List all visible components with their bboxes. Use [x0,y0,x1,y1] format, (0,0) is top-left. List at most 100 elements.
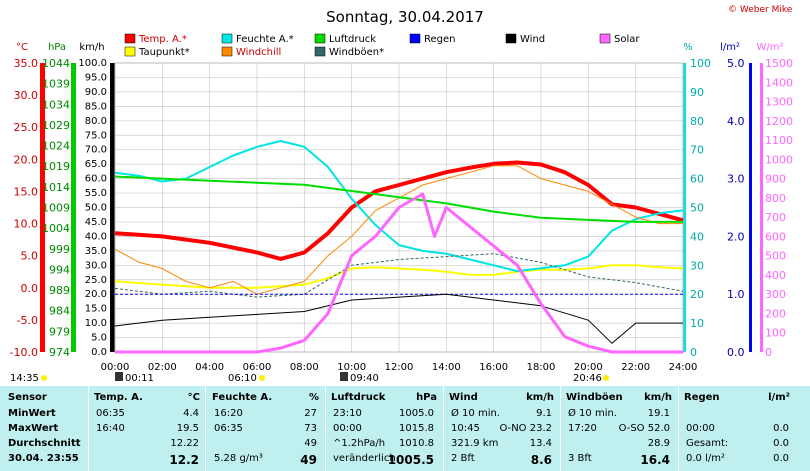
kmh-tick: 45.0 [85,217,107,228]
wind-time: 10:45 [451,423,480,434]
hdr-sensor: Sensor [8,392,47,403]
unit-rain: l/m² [720,42,740,53]
wind-max: O-NO 23.2 [499,423,552,434]
hdr-luftdruck: Luftdruck [331,392,386,403]
feuchte-time: 06:35 [214,423,243,434]
temp-tick: 30.0 [14,89,39,102]
row-label: Durchschnitt [8,438,81,449]
table-divider [443,386,444,471]
rain-tick: 0.0 [727,346,745,359]
pct-tick: 60 [690,173,704,186]
solar-tick: 1300 [765,96,793,109]
hdr-temp: Temp. A. [94,392,143,403]
hdr-temp-unit: °C [187,392,200,403]
time-sunrise: 00:11 [125,373,154,384]
pct-axis-bar [683,63,686,352]
hpa-tick: 1024 [42,140,70,153]
hpa-tick: 1039 [42,78,70,91]
x-tick: 18:00 [527,362,556,373]
temp-tick: 20.0 [14,153,39,166]
sunrise-marker [259,375,265,381]
kmh-tick: 90.0 [85,87,107,98]
pct-tick: 50 [690,202,704,215]
feuchte-time: 16:20 [214,408,243,419]
pct-tick: 20 [690,288,704,301]
x-tick: 10:00 [337,362,366,373]
hpa-tick: 1034 [42,98,70,111]
hdr-luftdruck-unit: hPa [416,392,437,403]
table-divider [205,386,206,471]
kmh-tick: 10.0 [85,318,107,329]
row-label: MaxWert [8,423,59,434]
regen-value: 0.0 [773,453,789,464]
boen-max: O-SO 52.0 [618,423,670,434]
solar-tick: 500 [765,250,786,263]
kmh-tick: 65.0 [85,159,107,170]
regen-time: 0.0 l/m² [686,453,725,464]
hpa-tick: 1004 [42,222,70,235]
regen-time: Gesamt: [686,438,729,449]
luft-time: veränderlich [333,453,396,464]
series-line [114,140,684,273]
solar-tick: 1400 [765,76,793,89]
rain-tick: 5.0 [727,57,745,70]
boen-value: 16.4 [640,453,670,467]
table-divider [560,386,561,471]
kmh-tick: 50.0 [85,203,107,214]
legend-swatch [221,46,233,57]
legend-label: Regen [424,34,456,45]
temp-axis-bar [40,63,45,352]
hdr-wind: Wind [449,392,478,403]
kmh-tick: 15.0 [85,304,107,315]
hpa-tick: 984 [49,305,70,318]
temp-time: 06:35 [96,408,125,419]
x-tick: 14:00 [432,362,461,373]
hpa-tick: 974 [49,346,70,359]
hpa-tick: 989 [49,284,70,297]
sunset-marker [603,375,609,381]
time-sunset: 20:46 [573,373,602,384]
series-line [115,192,683,354]
stats-table: Sensor Temp. A. °C Feuchte A.% Luftdruck hPa W… [0,386,810,471]
legend-swatch [409,33,421,44]
legend-label: Windchill [236,47,281,58]
feuchte-time: 5.28 g/m³ [214,453,263,464]
regen-value: 0.0 [773,423,789,434]
legend-swatch [124,33,136,44]
regen-time: 00:00 [686,423,715,434]
unit-hpa: hPa [48,42,66,53]
luft-value: 1005.5 [387,453,434,467]
feuchte-value: 27 [304,408,317,419]
kmh-tick: 20.0 [85,289,107,300]
hdr-wind-unit: km/h [526,392,554,403]
wind-time: 2 Bft [451,453,475,464]
sun-marker [41,375,47,381]
rain-tick: 3.0 [727,173,745,186]
kmh-tick: 100.0 [78,58,107,69]
copyright: © Weber Mike [728,5,793,15]
solar-tick: 1500 [765,57,793,70]
temp-tick: 10.0 [14,218,39,231]
unit-temp: °C [16,42,28,53]
hdr-regen: Regen [684,392,720,403]
legend-swatch [505,33,517,44]
kmh-tick: 35.0 [85,246,107,257]
kmh-tick: 55.0 [85,188,107,199]
rain-tick: 2.0 [727,230,745,243]
luft-value: 1005.0 [399,408,434,419]
legend-label: Wind [520,34,545,45]
kmh-tick: 30.0 [85,260,107,271]
kmh-tick: 0.0 [91,347,107,358]
temp-tick: -10.0 [10,346,38,359]
wind-time: 321.9 km [451,438,499,449]
kmh-axis-bar [110,63,115,352]
solar-tick: 1100 [765,134,793,147]
regen-value: 0.0 [773,438,789,449]
time-sunrise2: 06:10 [228,373,257,384]
x-tick: 22:00 [621,362,650,373]
pct-tick: 70 [690,144,704,157]
rain-tick: 4.0 [727,115,745,128]
time-left: 14:35 [10,373,39,384]
moon-icon [115,372,123,381]
kmh-tick: 60.0 [85,174,107,185]
